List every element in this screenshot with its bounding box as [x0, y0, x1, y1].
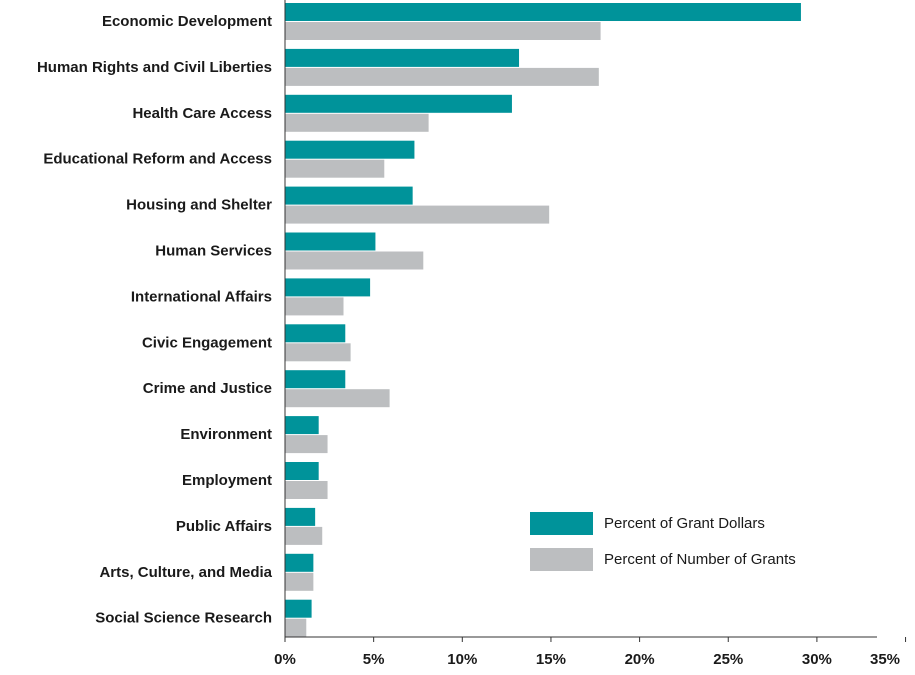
bar — [285, 278, 371, 297]
bar — [285, 3, 801, 21]
x-tick-label: 15% — [536, 651, 566, 668]
category-label: Educational Reform and Access — [43, 151, 272, 168]
category-label: Arts, Culture, and Media — [99, 564, 272, 581]
bar — [285, 526, 323, 545]
x-tick-label: 25% — [713, 651, 743, 668]
category-label: Economic Development — [102, 13, 272, 30]
bar — [285, 507, 316, 526]
x-tick-label: 30% — [802, 651, 832, 668]
bar — [285, 113, 429, 132]
category-label: Public Affairs — [176, 518, 272, 535]
bar — [285, 205, 550, 224]
bar — [285, 324, 346, 343]
category-label: Crime and Justice — [143, 380, 272, 397]
bar — [285, 462, 319, 480]
bar — [285, 370, 346, 389]
bar — [285, 435, 328, 454]
bar — [285, 94, 512, 113]
bar — [285, 481, 328, 499]
x-tick-label: 10% — [447, 651, 477, 668]
bar — [285, 159, 385, 178]
bar — [285, 389, 390, 408]
legend-swatch — [530, 512, 593, 535]
category-label: Social Science Research — [95, 610, 272, 627]
bar — [285, 232, 376, 251]
bar — [285, 572, 314, 591]
x-tick-label: 5% — [363, 651, 385, 668]
legend-swatch — [530, 548, 593, 571]
x-tick-label: 20% — [625, 651, 655, 668]
bar — [285, 140, 415, 159]
bar — [285, 599, 312, 618]
bar — [285, 67, 599, 86]
legend-label: Percent of Number of Grants — [604, 551, 796, 568]
category-label: Health Care Access — [132, 105, 272, 122]
category-label: Human Services — [155, 242, 272, 259]
bar — [285, 416, 319, 435]
bar — [285, 22, 601, 40]
category-label: Civic Engagement — [142, 334, 272, 351]
category-label: Employment — [182, 472, 272, 489]
legend-label: Percent of Grant Dollars — [604, 515, 765, 532]
bar — [285, 553, 314, 572]
bar — [285, 343, 351, 362]
bar — [285, 186, 413, 205]
category-label: Human Rights and Civil Liberties — [37, 59, 272, 76]
bar — [285, 297, 344, 316]
category-label: Environment — [180, 426, 272, 443]
x-tick-label: 35% — [870, 651, 900, 668]
bar — [285, 618, 307, 637]
bar — [285, 251, 424, 270]
category-label: Housing and Shelter — [126, 197, 272, 214]
category-label: International Affairs — [131, 288, 272, 305]
x-tick-label: 0% — [274, 651, 296, 668]
bar — [285, 48, 520, 67]
